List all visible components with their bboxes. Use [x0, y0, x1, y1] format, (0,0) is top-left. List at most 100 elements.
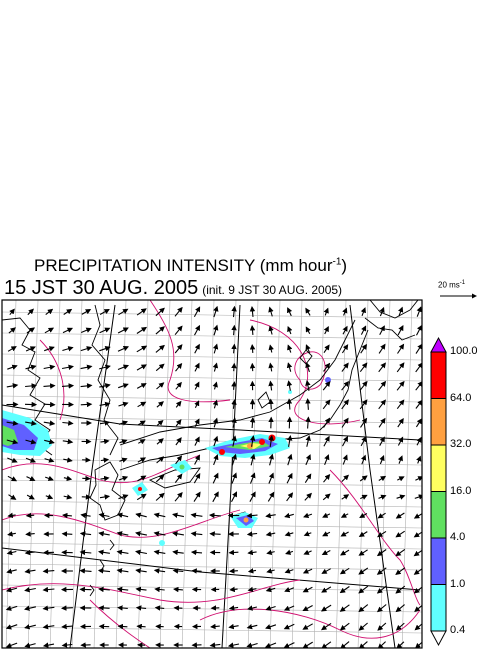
wind-arrow — [25, 512, 35, 519]
wind-arrow — [231, 381, 237, 390]
wind-arrow — [378, 417, 386, 428]
wind-arrow — [43, 401, 56, 408]
wind-arrow — [286, 472, 293, 484]
wind-arrow — [80, 327, 92, 334]
wind-arrow — [360, 325, 367, 335]
wind-arrow — [342, 435, 349, 447]
wind-arrow — [249, 306, 256, 317]
precip-cell-small-3 — [288, 390, 292, 394]
wind-arrow — [249, 472, 256, 484]
wind-arrow — [135, 549, 148, 556]
wind-arrow — [342, 454, 348, 465]
wind-arrow — [25, 457, 37, 463]
wind-arrow — [378, 399, 386, 410]
wind-arrow — [377, 641, 386, 648]
wind-arrow — [6, 383, 19, 389]
wind-arrow — [247, 605, 258, 611]
wind-arrow — [413, 549, 422, 557]
wind-arrow — [231, 362, 237, 372]
wind-arrow — [227, 642, 240, 648]
wind-arrow — [358, 567, 369, 575]
wind-arrow — [117, 623, 128, 630]
wind-arrow — [324, 454, 330, 466]
wind-arrow — [118, 420, 129, 426]
wind-arrow — [99, 346, 111, 352]
wind-arrow — [231, 472, 237, 484]
wind-arrow — [194, 362, 200, 372]
wind-arrow — [416, 436, 422, 446]
wind-arrow — [136, 493, 147, 501]
wind-arrow — [283, 642, 295, 648]
colorbar-tick-label: 16.0 — [450, 484, 472, 497]
colorbar-tick-label: 32.0 — [450, 438, 472, 450]
wind-arrow — [323, 473, 331, 483]
colorbar-tick-label: 4.0 — [450, 531, 466, 543]
wind-arrow — [212, 381, 218, 390]
wind-arrow — [155, 307, 165, 317]
wind-arrow — [323, 326, 329, 335]
wind-arrow — [284, 512, 294, 519]
wind-arrow — [99, 401, 111, 408]
wind-arrow — [194, 400, 200, 409]
wind-arrow — [190, 512, 203, 519]
wind-arrow — [155, 474, 165, 483]
wind-arrow — [43, 420, 56, 426]
wind-arrow — [395, 585, 406, 594]
wind-arrow — [99, 364, 111, 370]
wind-arrow — [303, 512, 313, 519]
wind-arrow — [250, 453, 256, 466]
wind-arrow — [341, 362, 349, 372]
wind-scale-exponent: -1 — [459, 280, 466, 286]
wind-arrow — [119, 457, 128, 463]
wind-arrow — [135, 568, 147, 574]
wind-arrow — [231, 453, 237, 466]
wind-arrow — [287, 325, 293, 335]
wind-arrow — [379, 325, 385, 336]
wind-arrow — [320, 622, 332, 631]
wind-arrow — [376, 549, 387, 557]
wind-arrow — [358, 604, 369, 613]
wind-arrow — [135, 512, 147, 518]
wind-arrow — [231, 399, 237, 409]
wind-arrow — [323, 435, 330, 447]
wind-arrow — [395, 604, 405, 613]
wind-arrow — [265, 624, 277, 630]
wind-arrow — [175, 381, 182, 390]
colorbar-segment — [430, 491, 447, 539]
wind-arrow — [397, 343, 405, 354]
wind-arrow — [305, 398, 311, 410]
wind-arrow — [5, 642, 18, 648]
wind-arrow — [135, 586, 147, 593]
wind-arrow — [360, 343, 367, 354]
wind-arrow — [416, 455, 422, 464]
wind-arrow — [173, 586, 183, 593]
wind-arrow — [26, 494, 35, 500]
wind-arrow — [5, 587, 18, 593]
wind-arrow — [25, 420, 37, 426]
wind-arrow — [155, 363, 165, 372]
wind-arrow — [194, 381, 200, 390]
wind-arrow — [25, 383, 37, 389]
wind-arrow — [323, 362, 331, 372]
wind-arrow — [360, 494, 368, 500]
wind-arrow — [246, 623, 258, 630]
grid-latitude-line — [2, 542, 422, 550]
colorbar-segment — [430, 584, 447, 632]
map-title: PRECIPITATION INTENSITY (mm hour-1) — [34, 256, 347, 276]
wind-arrow — [116, 531, 129, 537]
wind-arrow — [61, 642, 73, 648]
wind-arrow — [231, 305, 237, 318]
wind-arrow — [6, 568, 17, 574]
wind-arrow — [323, 417, 331, 428]
wind-arrow — [137, 401, 147, 408]
wind-arrow — [247, 586, 257, 593]
colorbar-tick-label: 100.0 — [450, 345, 478, 357]
map-area — [2, 300, 422, 648]
wind-arrow — [61, 383, 75, 389]
wind-arrow — [302, 586, 313, 593]
grid-longitude-line — [181, 300, 193, 648]
wind-arrow — [209, 642, 221, 648]
wind-arrow — [286, 435, 293, 447]
region-boundaries — [2, 304, 421, 648]
wind-arrow — [359, 362, 368, 373]
